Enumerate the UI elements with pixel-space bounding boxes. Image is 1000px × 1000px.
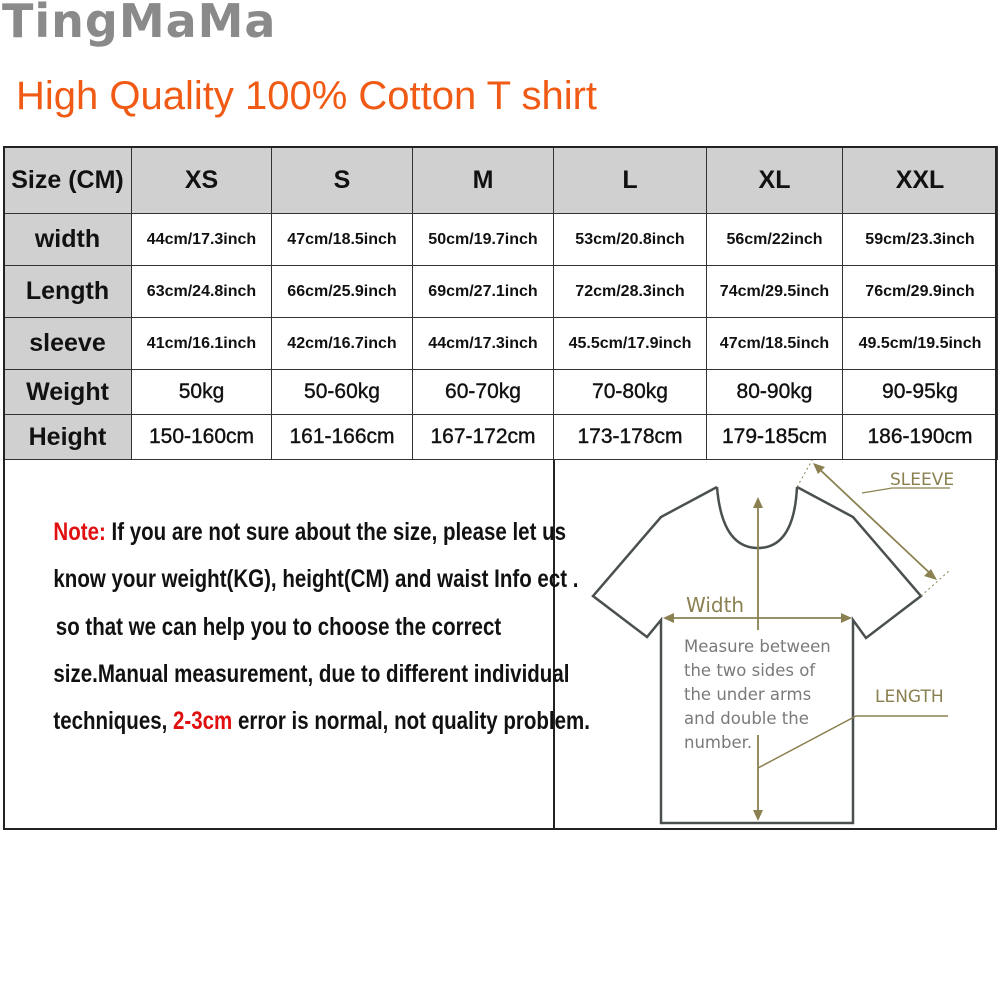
table-header-row: Size (CM) XS S M L XL XXL	[3, 146, 998, 214]
brand-logo-text: TingMaMa	[2, 0, 277, 48]
table-cell: 186-190cm	[842, 414, 998, 460]
table-row: Height 150-160cm 161-166cm 167-172cm 173-178…	[3, 414, 998, 460]
table-cell: 66cm/25.9inch	[271, 265, 413, 318]
table-cell: 179-185cm	[706, 414, 843, 460]
table-cell: 63cm/24.8inch	[131, 265, 272, 318]
table-row: Length 63cm/24.8inch 66cm/25.9inch 69cm/27.…	[3, 265, 998, 318]
header-cell: XL	[706, 146, 843, 214]
product-subtitle: High Quality 100% Cotton T shirt	[16, 74, 598, 118]
table-cell: 72cm/28.3inch	[553, 265, 707, 318]
table-cell: 41cm/16.1inch	[131, 317, 272, 370]
width-description-line: the two sides of	[684, 661, 816, 680]
header-cell: L	[553, 146, 707, 214]
width-description-line: the under arms	[684, 685, 811, 704]
arrowhead-icon	[663, 613, 674, 623]
header-cell: XXL	[842, 146, 998, 214]
note-text: error is normal, not quality problem.	[232, 707, 590, 735]
arrowhead-icon	[841, 613, 852, 623]
table-cell: 74cm/29.5inch	[706, 265, 843, 318]
sleeve-arrow-line	[814, 464, 936, 579]
header-cell: Size (CM)	[3, 146, 132, 214]
length-label: LENGTH	[875, 687, 944, 707]
table-cell: 44cm/17.3inch	[412, 317, 554, 370]
sleeve-leader-line	[861, 487, 950, 494]
table-cell: 173-178cm	[553, 414, 707, 460]
header-cell: XS	[131, 146, 272, 214]
note-line: size.Manual measurement, due to differen…	[53, 660, 570, 688]
note-line: techniques, 2-3cm error is normal, not q…	[53, 707, 590, 736]
table-cell: 59cm/23.3inch	[842, 213, 998, 266]
table-cell: 150-160cm	[131, 414, 272, 460]
length-leader-line	[757, 715, 948, 769]
sleeve-guide	[796, 454, 816, 488]
row-label: Height	[3, 414, 132, 460]
note-error-range: 2-3cm	[173, 707, 233, 735]
arrowhead-icon	[753, 810, 763, 821]
table-cell: 90-95kg	[842, 369, 998, 415]
note-text: If you are not sure about the size, plea…	[105, 518, 567, 546]
row-label: width	[3, 213, 132, 266]
width-description-line: number.	[684, 733, 752, 752]
arrowhead-icon	[753, 497, 763, 508]
note-line: so that we can help you to choose the co…	[55, 613, 502, 641]
table-row: sleeve 41cm/16.1inch 42cm/16.7inch 44cm/17.…	[3, 317, 998, 370]
width-description-line: and double the	[684, 709, 809, 728]
table-cell: 60-70kg	[412, 369, 554, 415]
header-cell: M	[412, 146, 554, 214]
table-cell: 44cm/17.3inch	[131, 213, 272, 266]
tshirt-icon: SLEEVE Width LENGTH Measure between the …	[591, 454, 954, 825]
row-label: Length	[3, 265, 132, 318]
sleeve-guide	[920, 569, 951, 597]
note-text: techniques,	[53, 707, 174, 735]
table-cell: 42cm/16.7inch	[271, 317, 413, 370]
table-cell: 50cm/19.7inch	[412, 213, 554, 266]
table-cell: 76cm/29.9inch	[842, 265, 998, 318]
row-label: sleeve	[3, 317, 132, 370]
table-cell: 49.5cm/19.5inch	[842, 317, 998, 370]
arrowhead-icon	[813, 463, 825, 474]
width-label: Width	[686, 593, 744, 617]
table-cell: 50kg	[131, 369, 272, 415]
tshirt-collar	[715, 486, 799, 550]
size-note: Note: If you are not sure about the size…	[4, 460, 590, 830]
table-row: Weight 50kg 50-60kg 60-70kg 70-80kg 80-90kg 90…	[3, 369, 998, 415]
row-label: Weight	[3, 369, 132, 415]
note-line: Note: If you are not sure about the size…	[53, 518, 566, 547]
note-label: Note:	[53, 518, 106, 546]
table-cell: 70-80kg	[553, 369, 707, 415]
width-description-line: Measure between	[684, 637, 831, 656]
sleeve-label: SLEEVE	[890, 470, 954, 490]
size-chart-table: Size (CM) XS S M L XL XXL width 44cm/17.3…	[3, 146, 998, 460]
table-cell: 80-90kg	[706, 369, 843, 415]
table-cell: 167-172cm	[412, 414, 554, 460]
table-cell: 53cm/20.8inch	[553, 213, 707, 266]
note-line: know your weight(KG), height(CM) and wai…	[53, 565, 579, 593]
table-cell: 50-60kg	[271, 369, 413, 415]
tshirt-measurement-diagram: SLEEVE Width LENGTH Measure between the …	[553, 454, 997, 830]
tshirt-outline	[591, 485, 923, 825]
table-cell: 47cm/18.5inch	[271, 213, 413, 266]
table-cell: 47cm/18.5inch	[706, 317, 843, 370]
table-cell: 69cm/27.1inch	[412, 265, 554, 318]
arrowhead-icon	[924, 569, 937, 580]
table-cell: 161-166cm	[271, 414, 413, 460]
table-cell: 45.5cm/17.9inch	[553, 317, 707, 370]
header-cell: S	[271, 146, 413, 214]
table-cell: 56cm/22inch	[706, 213, 843, 266]
table-row: width 44cm/17.3inch 47cm/18.5inch 50cm/19.7…	[3, 213, 998, 266]
